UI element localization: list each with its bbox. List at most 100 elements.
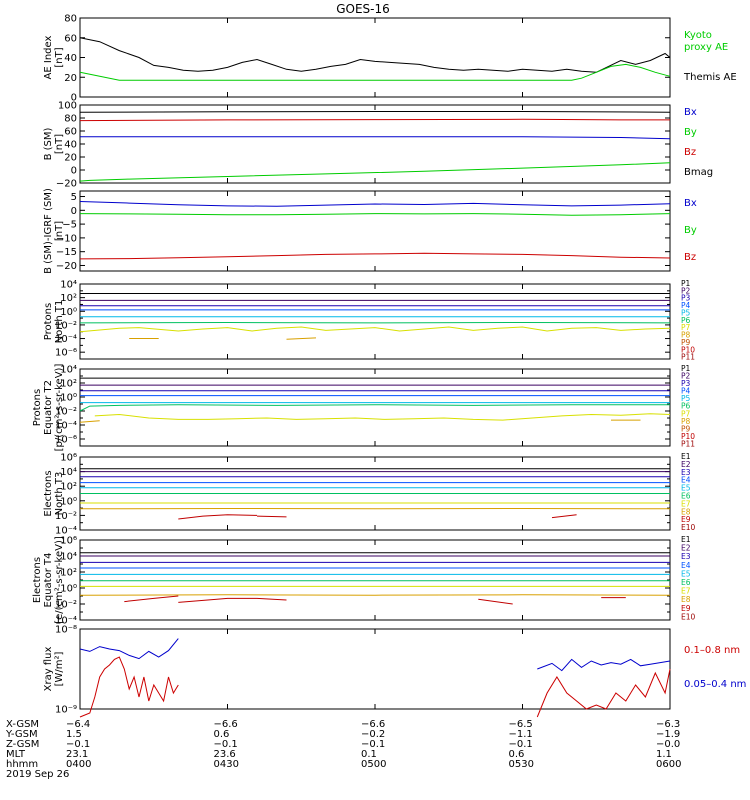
y-tick-label: −5 [62,220,77,231]
panel-frame [79,17,671,98]
y-axis-label: [p/(cm²-s-sr-keV)] [54,364,65,452]
legend-entry: P10 [681,432,695,441]
legend-entry: E7 [681,587,691,596]
panel-b_igrf: −20 −15 −10 −5 0 5 B (SM)-IGRF (SM) [nT] Bx By Bz [43,188,697,274]
legend-entry: P6 [681,316,691,325]
y-tick-label: 100 [58,101,77,112]
y-tick-label: 10⁻⁹ [55,705,77,716]
series-e9 [551,514,577,519]
y-axis-label: [W/m²] [54,651,65,686]
y-tick-label: 20 [64,73,77,84]
tick-value: −1.9 [656,729,680,740]
y-tick-label: 40 [64,140,77,151]
legend-entry: E5 [681,569,691,578]
legend-entry: 0.1–0.8 nm [684,645,740,656]
tick-value: −0.1 [66,739,90,750]
tick-value: −6.6 [214,719,238,730]
y-tick-label: 0 [71,206,77,217]
y-tick-label: 10⁻⁶ [55,348,77,359]
series-e9 [256,515,287,518]
y-tick-label: 20 [64,153,77,164]
y-tick-label: 10⁻² [55,407,77,418]
y-axis-label: [e/(cm²-s-sr-keV)] [54,536,65,624]
tick-value: 23.6 [214,749,236,760]
series-kyoto-proxy-ae [79,63,671,81]
y-tick-label: 10² [60,293,77,304]
legend-entry: E4 [681,476,691,485]
legend-entry: E1 [681,535,691,544]
panel-frame [79,104,671,184]
y-axis-label: AE Index [43,35,54,79]
legend-entry: P11 [681,353,695,362]
series-by [79,162,671,182]
legend-entry: Bmag [684,167,713,178]
series-by [79,213,671,216]
legend-entry: E3 [681,552,691,561]
y-tick-label: 80 [64,114,77,125]
panel-protons_t1: 10⁻⁶ 10⁻⁴ 10⁻² 10⁰ 10² 10⁴ Protons North T1 P1P2… [43,279,695,362]
legend-entry: E4 [681,561,691,570]
panel-frame [79,539,671,621]
legend-entry: P4 [681,301,691,310]
y-axis-label: Protons [43,303,54,340]
legend-entry: 0.05–0.4 nm [684,679,746,690]
y-tick-label: 10⁰ [60,584,77,595]
tick-value: 0.6 [509,749,525,760]
y-axis-label: North T3 [54,472,65,516]
tick-value: 0600 [656,759,681,770]
panel-frame [79,628,671,710]
y-tick-label: 10⁻⁴ [55,421,77,432]
y-tick-label: −20 [56,261,77,272]
series-themis-ae [79,37,671,73]
y-tick-label: 10² [60,568,77,579]
series-e9 [478,598,513,605]
tick-value: 1.1 [656,749,672,760]
y-axis-label: Equator T4 [43,553,54,608]
y-tick-label: 10⁴ [60,280,77,291]
legend-entry: P2 [681,286,691,295]
legend-entry: E6 [681,492,691,501]
y-axis-label: [nT] [54,134,65,154]
legend-entry: E2 [681,460,691,469]
legend-entry: P11 [681,439,695,448]
panel-electrons_t4: 10⁻⁴ 10⁻² 10⁰ 10² 10⁴ 10⁶ Electrons Equator T4[… [32,535,696,627]
tick-value: −0.0 [656,739,680,750]
tick-value: 0.1 [361,749,377,760]
y-tick-label: 10⁴ [60,552,77,563]
legend-entry: P9 [681,338,691,347]
y-tick-label: −10 [56,233,77,244]
legend-entry: Bx [684,107,697,118]
legend-entry: Kyoto [684,30,712,41]
y-axis-label: B (SM)-IGRF (SM) [43,188,54,274]
legend-entry: E10 [681,612,696,621]
y-axis-label: [nT] [54,221,65,241]
legend-entry: Themis AE [683,72,737,83]
y-axis-label: Protons [32,389,43,426]
legend-entry: P3 [681,379,691,388]
series-bmag [79,111,671,113]
series-p8 [79,420,100,423]
y-tick-label: −20 [56,179,77,190]
tick-value: −6.3 [656,719,680,730]
panel-protons_t2: 10⁻⁶ 10⁻⁴ 10⁻² 10⁰ 10² 10⁴ Protons Equator T2 [p… [32,364,695,452]
legend-entry: P4 [681,387,691,396]
y-tick-label: 10⁻⁴ [55,526,77,537]
y-axis-label: Xray flux [43,647,54,692]
legend-entry: E6 [681,578,691,587]
legend-entry: P7 [681,409,691,418]
y-tick-label: 10² [60,379,77,390]
y-tick-label: 10⁰ [60,496,77,507]
y-axis-label: Electrons [32,557,43,603]
y-tick-label: 10⁻⁸ [55,625,77,636]
series-bz [79,118,670,122]
legend-entry: E8 [681,595,691,604]
tick-value: −0.2 [361,729,385,740]
tick-value: −0.1 [361,739,385,750]
tick-value: −0.1 [509,739,533,750]
y-tick-label: 0 [71,93,77,104]
y-tick-label: 10⁶ [60,453,77,464]
row-label: Y-GSM [5,729,38,740]
tick-value: 0430 [214,759,239,770]
